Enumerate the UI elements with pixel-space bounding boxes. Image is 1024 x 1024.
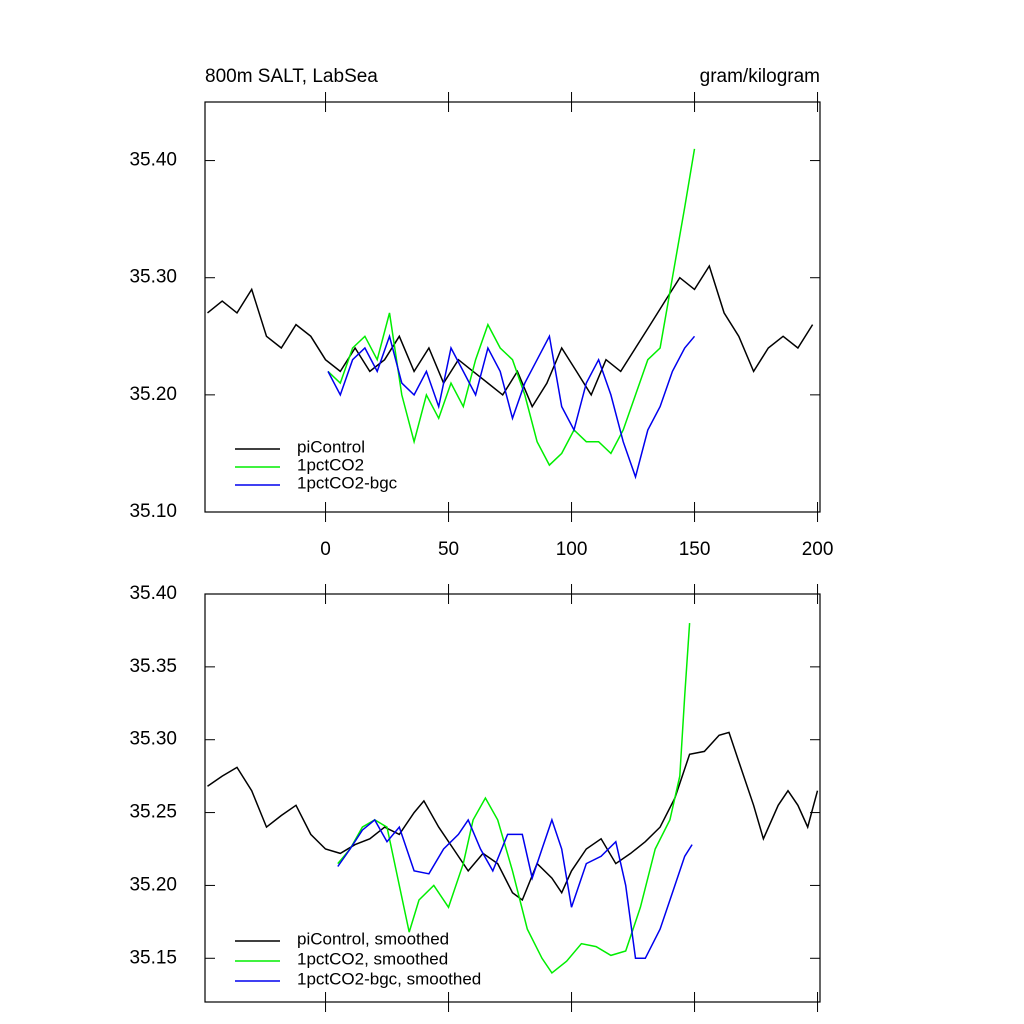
- y-tick-label: 35.20: [129, 384, 177, 405]
- legend-label: piControl: [297, 437, 365, 456]
- y-tick-label: 35.25: [129, 802, 177, 823]
- y-tick-label: 35.20: [129, 874, 177, 895]
- data-line: [337, 623, 691, 974]
- data-line: [327, 148, 696, 467]
- x-tick-label: 100: [556, 539, 588, 560]
- legend-label: 1pctCO2: [297, 455, 364, 474]
- data-line: [337, 817, 693, 960]
- units-label: gram/kilogram: [700, 66, 820, 87]
- x-tick-label: 50: [438, 539, 459, 560]
- legend-label: piControl, smoothed: [297, 929, 449, 948]
- chart-title: 800m SALT, LabSea: [205, 66, 378, 87]
- y-tick-label: 35.30: [129, 267, 177, 288]
- y-tick-label: 35.10: [129, 501, 177, 522]
- x-tick-label: 150: [679, 539, 711, 560]
- data-line: [207, 731, 819, 902]
- plot-frame: [204, 101, 821, 513]
- y-tick-label: 35.40: [129, 583, 177, 604]
- data-line: [327, 333, 696, 480]
- x-tick-label: 0: [320, 539, 331, 560]
- legend-label: 1pctCO2-bgc: [297, 473, 398, 492]
- y-tick-label: 35.40: [129, 150, 177, 171]
- data-line: [207, 264, 814, 409]
- x-tick-label: 200: [802, 539, 834, 560]
- y-tick-label: 35.15: [129, 947, 177, 968]
- plot-frame: [204, 593, 821, 1003]
- y-tick-label: 35.35: [129, 656, 177, 677]
- y-tick-label: 35.30: [129, 729, 177, 750]
- legend-label: 1pctCO2-bgc, smoothed: [297, 969, 481, 988]
- legend-label: 1pctCO2, smoothed: [297, 949, 448, 968]
